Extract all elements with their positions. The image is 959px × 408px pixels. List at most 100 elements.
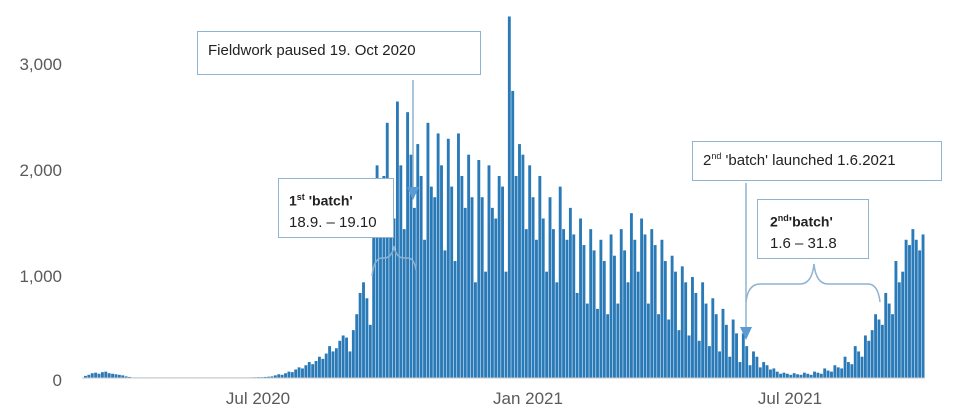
bar <box>450 186 454 378</box>
bar <box>294 369 298 378</box>
bar <box>735 333 738 378</box>
bar <box>738 362 742 378</box>
bar <box>555 282 559 378</box>
bar <box>334 348 338 378</box>
bar <box>87 374 91 378</box>
bar <box>538 175 542 378</box>
bar <box>809 374 813 378</box>
bar <box>762 362 766 378</box>
y-tick-label: 0 <box>53 371 62 390</box>
bar <box>562 229 566 378</box>
bar <box>477 160 481 378</box>
bar <box>752 351 755 378</box>
bar <box>792 373 796 378</box>
bar <box>901 271 905 378</box>
bar <box>769 369 772 378</box>
batch1-title: 1st 'batch' <box>289 192 353 209</box>
bar <box>480 197 484 378</box>
bar <box>663 261 667 378</box>
bar <box>317 356 321 378</box>
bar <box>775 371 779 378</box>
bar <box>473 282 477 378</box>
bar <box>429 186 433 378</box>
bar <box>453 261 457 378</box>
bar <box>311 364 315 378</box>
bar <box>301 368 304 378</box>
bar <box>826 370 830 378</box>
bar <box>850 364 854 378</box>
bar <box>504 271 508 378</box>
bar <box>117 374 121 378</box>
bar <box>779 373 783 378</box>
bar <box>460 175 464 378</box>
bar <box>514 175 518 378</box>
bar <box>358 292 362 378</box>
bar <box>592 250 596 378</box>
bar <box>602 261 606 378</box>
bar <box>531 197 535 378</box>
bar <box>891 314 894 378</box>
fieldwork-paused-text: Fieldwork paused 19. Oct 2020 <box>208 42 416 59</box>
bar <box>721 308 725 378</box>
bar <box>399 165 403 378</box>
batch2-launch-arrow-icon <box>740 327 752 340</box>
bar <box>446 138 450 378</box>
bar <box>395 101 399 378</box>
bar <box>518 144 521 378</box>
bar <box>629 213 633 378</box>
bar <box>372 218 376 378</box>
bar <box>331 351 335 378</box>
bar <box>575 292 579 378</box>
bar <box>806 373 810 378</box>
bar <box>423 239 426 378</box>
bar <box>677 330 681 378</box>
bar <box>707 346 711 378</box>
bar <box>572 234 576 378</box>
fieldwork-paused-note: Fieldwork paused 19. Oct 2020 <box>197 31 481 75</box>
bar <box>379 197 382 378</box>
bar <box>816 372 820 378</box>
bar <box>497 175 501 378</box>
bar <box>623 250 627 378</box>
bar <box>877 319 881 378</box>
bar <box>857 351 861 378</box>
bar <box>633 239 637 378</box>
bar <box>524 229 528 378</box>
bar <box>443 250 447 378</box>
bar <box>853 346 857 378</box>
bar <box>870 330 874 378</box>
bar <box>799 374 803 378</box>
bar <box>765 365 769 378</box>
bar <box>660 239 664 378</box>
bar <box>697 340 701 378</box>
bar <box>914 239 918 378</box>
bar <box>457 133 460 378</box>
batch2-dates: 1.6 – 31.8 <box>770 234 837 252</box>
bar <box>389 186 393 378</box>
bar <box>114 374 118 378</box>
bar <box>755 356 759 378</box>
bar <box>409 154 413 378</box>
bar <box>348 351 352 378</box>
bar <box>392 218 396 378</box>
bar <box>385 122 389 378</box>
bar <box>412 207 416 378</box>
bar <box>643 234 647 378</box>
bar <box>541 218 545 378</box>
bar <box>104 371 108 378</box>
bar <box>90 373 94 378</box>
bar <box>321 358 325 378</box>
bar <box>307 362 311 378</box>
bar <box>830 371 833 378</box>
bar <box>701 282 705 378</box>
bar <box>613 255 616 378</box>
bar <box>406 112 410 379</box>
x-tick-label: Jan 2021 <box>493 389 563 408</box>
bar <box>490 207 494 378</box>
bar <box>355 314 359 378</box>
bar <box>273 375 277 378</box>
bar <box>785 373 789 378</box>
bar <box>568 207 572 378</box>
bar <box>290 372 294 378</box>
bar <box>551 229 555 378</box>
